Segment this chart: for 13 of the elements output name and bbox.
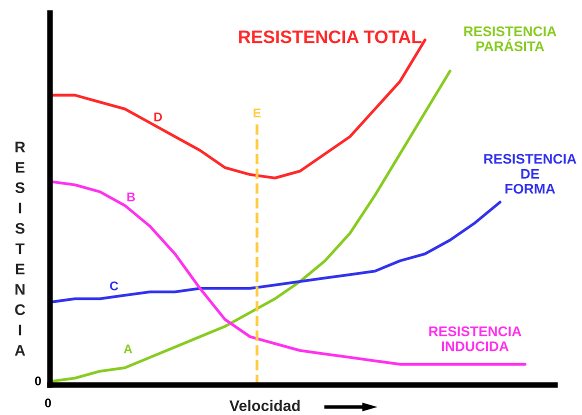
annotation: C (110, 282, 118, 290)
annotation: E (254, 108, 261, 118)
series-label: RESISTENCIA DE FORMA (484, 154, 576, 194)
series-label: RESISTENCIA TOTAL (239, 30, 422, 44)
text: 0 (35, 376, 41, 386)
series-label: RESISTENCIA INDUCIDA (429, 326, 522, 352)
text: 0 (45, 398, 51, 408)
series-label: RESISTENCIA PARÁSITA (464, 26, 556, 52)
annotation: A (124, 344, 132, 354)
text: RESISTENCIA (14, 142, 26, 356)
x-axis-title: Velocidad (229, 400, 300, 412)
annotation: D (154, 112, 162, 122)
annotation: B (127, 192, 135, 202)
